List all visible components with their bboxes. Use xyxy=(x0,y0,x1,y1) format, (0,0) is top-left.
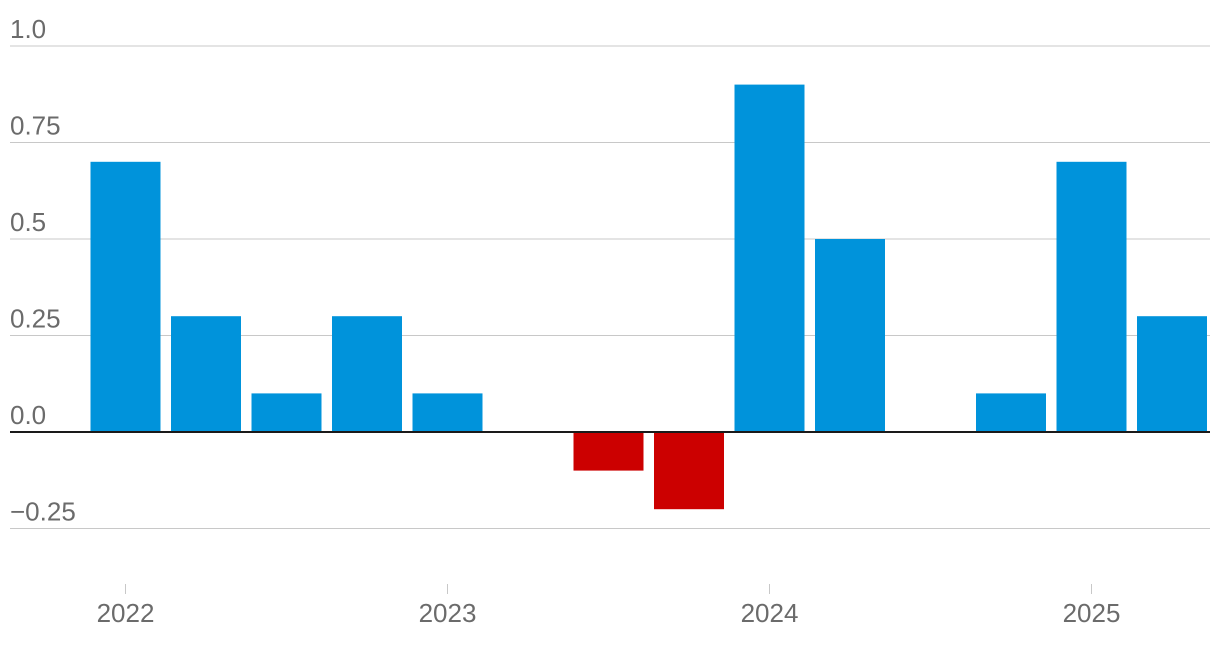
x-tick-label: 2024 xyxy=(741,598,799,628)
y-tick-label: 0.25 xyxy=(10,304,61,334)
bar xyxy=(654,432,724,510)
y-tick-label: 0.0 xyxy=(10,400,46,430)
bar xyxy=(573,432,644,471)
bar xyxy=(332,316,402,432)
y-axis-tick-labels: 1.0 0.75 0.5 0.25 0.0 −0.25 xyxy=(10,14,76,527)
bar xyxy=(1056,161,1127,433)
x-tick-label: 2022 xyxy=(97,598,155,628)
x-tick-label: 2023 xyxy=(419,598,477,628)
y-tick-label: 0.75 xyxy=(10,111,61,141)
bar xyxy=(251,393,322,432)
bar xyxy=(734,84,805,432)
y-tick-label: 0.5 xyxy=(10,207,46,237)
bar xyxy=(90,161,161,433)
x-axis: 2022 2023 2024 2025 xyxy=(97,584,1121,628)
y-tick-label: −0.25 xyxy=(10,497,76,527)
bar xyxy=(412,393,483,432)
x-tick-label: 2025 xyxy=(1063,598,1121,628)
bars xyxy=(90,84,1207,510)
bar xyxy=(815,239,885,432)
bar xyxy=(1137,316,1207,432)
bar xyxy=(976,393,1046,432)
bar xyxy=(171,316,241,432)
y-tick-label: 1.0 xyxy=(10,14,46,44)
